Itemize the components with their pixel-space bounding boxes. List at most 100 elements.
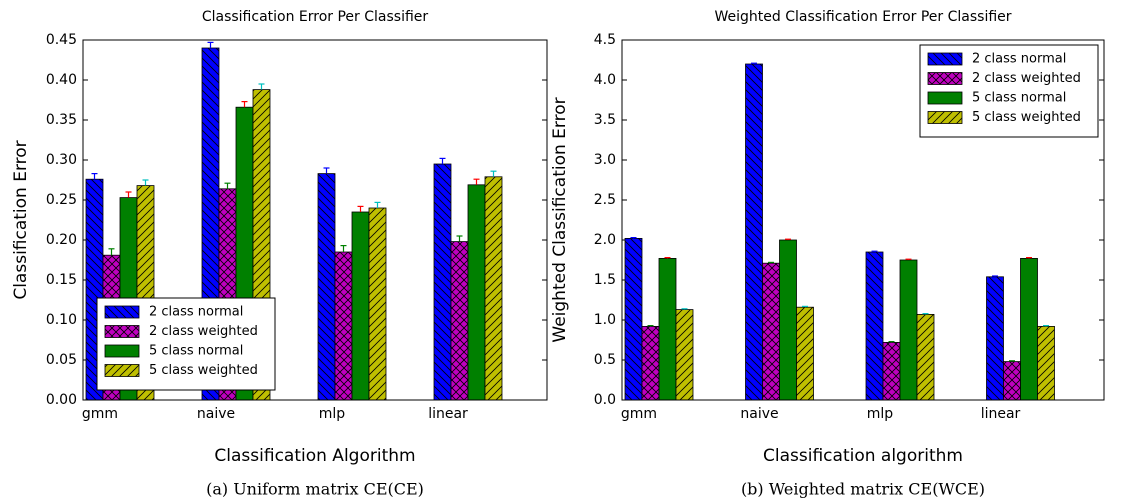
x-axis-label: Classification Algorithm [214,446,415,466]
y-tick-label: 0.35 [46,112,77,128]
bar [796,306,814,401]
error-bar [802,305,808,308]
error-bar [1026,257,1032,259]
error-bar [1009,360,1015,362]
bar [450,241,469,401]
x-axis-label: Classification algorithm [763,446,963,466]
y-tick-label: 2.5 [594,192,616,208]
legend-label: 2 class weighted [149,324,258,339]
y-axis-label: Classification Error [11,140,31,299]
y-tick-label: 4.0 [594,72,616,88]
legend-label: 2 class normal [149,305,243,320]
error-bar [871,250,878,252]
error-bar [142,179,149,186]
error-bar [323,167,330,174]
y-tick-label: 0.40 [46,72,77,88]
bar [433,163,452,401]
legend-label: 5 class normal [149,344,243,359]
plot-frame [621,39,1105,401]
bar [658,257,677,401]
bar [334,251,353,401]
legend-swatch [104,364,140,377]
x-tick-label: mlp [319,406,346,422]
plot-frame [82,39,548,401]
error-bar [630,237,637,239]
error-bar [922,313,929,315]
error-bar [768,261,774,264]
bar [762,262,780,401]
error-bar [108,248,115,256]
y-tick-label: 1.5 [594,272,616,288]
legend-swatch [104,344,140,358]
y-tick-label: 0.05 [46,352,77,368]
x-tick-label: naive [197,406,235,422]
legend-label: 2 class weighted [972,71,1081,86]
bar [467,184,486,401]
error-bar [224,182,231,189]
legend-swatch [104,325,140,338]
bar [916,313,935,401]
bar [1037,325,1055,401]
x-tick-label: gmm [621,406,657,422]
error-bar [374,201,381,208]
bar [641,325,660,401]
x-tick-label: mlp [867,406,894,422]
error-bar [207,41,214,48]
error-bar [258,83,265,90]
y-tick-label: 0.0 [594,392,616,408]
error-bar [751,62,757,64]
bar [484,176,503,401]
bar [1020,257,1038,401]
x-tick-label: linear [428,406,468,422]
error-bar [647,325,654,327]
error-bar [888,341,895,343]
y-tick-label: 2.0 [594,232,616,248]
error-bar [456,235,463,242]
chart-title: Weighted Classification Error Per Classi… [714,9,1011,25]
bar [986,276,1004,401]
y-tick-label: 4.5 [594,32,616,48]
caption: (b) Weighted matrix CE(WCE) [741,480,985,499]
bar [675,309,694,401]
y-tick-label: 0.10 [46,312,77,328]
error-bar [340,245,347,252]
y-tick-label: 1.0 [594,312,616,328]
error-bar [473,178,480,185]
bar [351,211,370,401]
y-tick-label: 0.5 [594,352,616,368]
legend-swatch [104,305,140,319]
legend-swatch [927,91,963,105]
bar [745,63,763,401]
y-tick-label: 0.30 [46,152,77,168]
error-bar [785,238,791,240]
legend-swatch [927,72,963,85]
y-tick-label: 0.00 [46,392,77,408]
y-tick-label: 0.20 [46,232,77,248]
y-axis-label: Weighted Classification Error [550,97,570,342]
legend-label: 5 class weighted [149,363,258,378]
chart-title: Classification Error Per Classifier [202,9,429,25]
legend-swatch [927,52,963,66]
x-tick-label: gmm [82,406,118,422]
error-bar [439,157,446,164]
y-tick-label: 3.5 [594,112,616,128]
error-bar [664,257,671,259]
error-bar [992,275,998,277]
legend-label: 5 class normal [972,91,1066,106]
y-tick-label: 3.0 [594,152,616,168]
y-tick-label: 0.25 [46,192,77,208]
caption: (a) Uniform matrix CE(CE) [206,480,424,499]
error-bar [1043,325,1049,327]
bar [317,173,336,401]
legend-swatch [927,111,963,124]
bar [899,259,918,401]
legend-label: 5 class weighted [972,110,1081,125]
error-bar [681,308,688,310]
y-tick-label: 0.15 [46,272,77,288]
bar [624,237,643,401]
x-tick-label: linear [981,406,1021,422]
error-bar [357,205,364,212]
y-tick-label: 0.45 [46,32,77,48]
error-bar [905,258,912,260]
